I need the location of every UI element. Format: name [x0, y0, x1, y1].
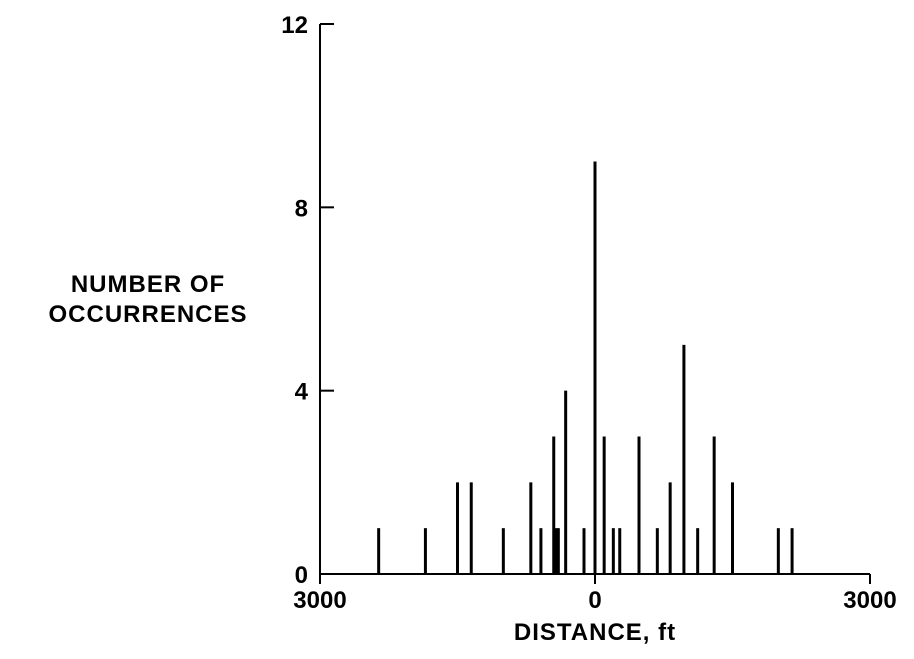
y-tick-label: 12: [281, 12, 308, 39]
y-tick-label: 8: [295, 195, 308, 222]
x-tick-label: 3000: [843, 587, 896, 614]
y-axis-label: NUMBER OF OCCURRENCES: [48, 271, 247, 328]
y-axis-label-line-1: NUMBER OF: [71, 271, 225, 298]
x-axis-label: DISTANCE, ft: [514, 619, 676, 646]
y-tick-label: 0: [295, 562, 308, 589]
y-tick-label: 4: [295, 379, 309, 406]
y-axis-label-line-2: OCCURRENCES: [48, 301, 247, 328]
bars: [377, 161, 794, 574]
x-tick-label: 0: [588, 587, 601, 614]
x-tick-label: 3000: [293, 587, 346, 614]
